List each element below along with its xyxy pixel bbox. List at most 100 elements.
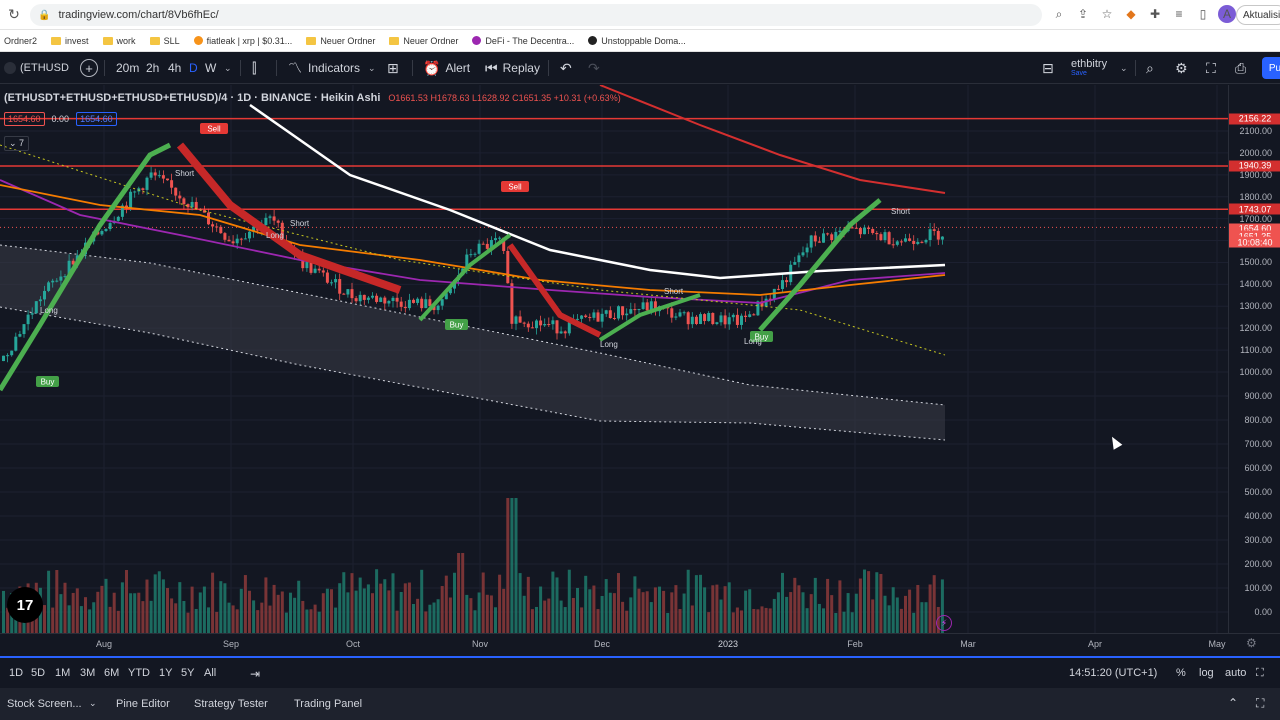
candle-body	[469, 254, 473, 256]
replay-button[interactable]: ⏮ Replay	[485, 52, 540, 84]
indicators-collapse-toggle[interactable]: ⌄ 7	[4, 136, 30, 151]
timeframe-4h[interactable]: 4h	[168, 61, 182, 75]
timeframe-dropdown-icon[interactable]: ⌄	[224, 62, 232, 73]
indicators-dropdown-icon[interactable]: ⌄	[368, 62, 376, 73]
price-scale[interactable]: 2100.002000.001900.001800.001700.001600.…	[1228, 85, 1280, 633]
time-tick-label: Nov	[471, 639, 489, 649]
volume-bar	[502, 588, 506, 633]
timeframe-20m[interactable]: 20m	[116, 61, 140, 75]
volume-bar	[149, 600, 153, 633]
sell-price-button[interactable]: 1654.60	[4, 112, 45, 126]
sidebar-icon[interactable]: ▯	[1199, 7, 1207, 21]
account-dropdown-icon[interactable]: ⌄	[1120, 62, 1128, 73]
candle-body	[161, 175, 165, 179]
symbol-search[interactable]: (ETHUSD	[4, 52, 69, 84]
volume-bar	[617, 573, 620, 633]
update-button[interactable]: Aktualisi	[1236, 5, 1280, 25]
bookmark-item[interactable]: Neuer Ordner	[306, 36, 375, 46]
share-icon[interactable]: ⇪	[1077, 7, 1089, 21]
folder-icon	[389, 36, 400, 45]
gear-icon[interactable]: ⚙	[1175, 59, 1188, 76]
volume-bar	[506, 498, 510, 633]
search-icon[interactable]: ⌕	[1146, 59, 1154, 76]
range-button-5d[interactable]: 5D	[31, 667, 46, 679]
range-button-all[interactable]: All	[204, 667, 217, 679]
layout-grid-icon[interactable]: ⊞	[387, 59, 399, 76]
metamask-icon[interactable]: ◆	[1126, 7, 1136, 21]
range-button-1m[interactable]: 1M	[55, 667, 71, 679]
volume-bar	[96, 591, 100, 633]
tradingview-logo[interactable]: 17	[7, 587, 43, 623]
lightning-icon[interactable]: ⚡	[936, 615, 952, 631]
chart-type-icon[interactable]: ⫿	[252, 59, 257, 76]
fullscreen-icon[interactable]: ⛶	[1206, 59, 1216, 76]
profile-avatar[interactable]: A	[1218, 5, 1236, 23]
clock-display[interactable]: 14:51:20 (UTC+1)	[1069, 667, 1158, 679]
candle-body	[170, 180, 174, 188]
volume-bar	[412, 603, 415, 633]
candle-body	[182, 198, 186, 205]
range-button-6m[interactable]: 6M	[104, 667, 120, 679]
tab-pine-editor[interactable]: Pine Editor	[116, 698, 170, 710]
layout-select-icon[interactable]: ⊟	[1042, 59, 1054, 76]
bookmark-item[interactable]: fiatleak | xrp | $0.31...	[193, 36, 292, 46]
maximize-panel-icon[interactable]: ⛶	[1256, 696, 1265, 710]
time-scale[interactable]: Aug Sep Oct Nov Dec 2023 Feb Mar Apr May	[0, 633, 1280, 655]
range-button-1d[interactable]: 1D	[9, 667, 24, 679]
undo-icon[interactable]: ↶	[560, 59, 572, 76]
publish-button[interactable]: Pu	[1262, 57, 1280, 79]
goto-date-icon[interactable]: ⇥	[250, 667, 261, 681]
candle-body	[649, 301, 653, 311]
log-scale-toggle[interactable]: log	[1199, 667, 1214, 679]
ohlc-values: O1661.53 H1678.63 L1628.92 C1651.35 +10.…	[388, 93, 620, 103]
stock-screener-dropdown-icon[interactable]: ⌄	[89, 698, 97, 708]
star-icon[interactable]: ☆	[1101, 7, 1113, 21]
volume-bar	[112, 592, 116, 633]
extensions-icon[interactable]: ✚	[1149, 7, 1161, 21]
url-field[interactable]: 🔒 tradingview.com/chart/8Vb6fhEc/	[30, 4, 1042, 26]
bookmark-item[interactable]: Neuer Ordner	[389, 36, 458, 46]
bookmark-item[interactable]: invest	[51, 36, 89, 46]
account-name: ethbitry	[1071, 58, 1108, 70]
volume-bar	[703, 587, 707, 633]
camera-icon[interactable]: ⎙	[1235, 59, 1247, 76]
scale-chart-icon[interactable]: ⛶	[1256, 667, 1264, 679]
volume-bar	[440, 586, 444, 633]
candle-body	[785, 280, 789, 283]
account-layout-name[interactable]: ethbitry Save	[1071, 52, 1107, 84]
volume-bar	[858, 578, 862, 633]
chevron-up-icon[interactable]: ⌃	[1228, 696, 1239, 710]
bookmark-item[interactable]: SLL	[149, 36, 180, 46]
tab-stock-screener[interactable]: Stock Screen...	[7, 698, 82, 710]
reload-icon[interactable]: ↻	[8, 6, 20, 22]
timeframe-2h[interactable]: 2h	[146, 61, 160, 75]
volume-bar	[805, 608, 809, 633]
bookmark-item[interactable]: Ordner2	[4, 36, 37, 46]
tab-strategy-tester[interactable]: Strategy Tester	[194, 698, 268, 710]
indicators-button[interactable]: 〽 Indicators	[288, 52, 360, 84]
volume-bar	[207, 607, 210, 633]
range-button-5y[interactable]: 5Y	[181, 667, 195, 679]
reading-list-icon[interactable]: ≡	[1175, 7, 1183, 21]
volume-bar	[272, 584, 276, 633]
candle-body	[399, 301, 403, 307]
percent-scale-toggle[interactable]: %	[1176, 667, 1186, 679]
timeframe-d[interactable]: D	[189, 61, 198, 75]
range-button-3m[interactable]: 3M	[80, 667, 96, 679]
zoom-icon[interactable]: ⌕	[1055, 6, 1063, 21]
chart-canvas[interactable]: Sell Sell Buy Buy Buy Short Short Short Short Lon…	[0, 85, 1228, 633]
buy-price-button[interactable]: 1654.60	[76, 112, 117, 126]
bookmark-item[interactable]: DeFi - The Decentra...	[472, 36, 574, 46]
range-button-1y[interactable]: 1Y	[159, 667, 173, 679]
bookmark-item[interactable]: Unstoppable Doma...	[588, 36, 686, 46]
range-button-ytd[interactable]: YTD	[128, 667, 150, 679]
tab-trading-panel[interactable]: Trading Panel	[294, 698, 363, 710]
alert-button[interactable]: ⏰ Alert	[423, 52, 470, 84]
timeframe-w[interactable]: W	[205, 61, 217, 75]
compare-add-icon[interactable]: +	[80, 59, 98, 77]
redo-icon[interactable]: ↷	[588, 59, 600, 76]
auto-scale-toggle[interactable]: auto	[1225, 667, 1247, 679]
scale-settings-icon[interactable]: ⚙	[1246, 636, 1257, 650]
candle-body	[362, 294, 366, 300]
bookmark-item[interactable]: work	[102, 36, 136, 46]
